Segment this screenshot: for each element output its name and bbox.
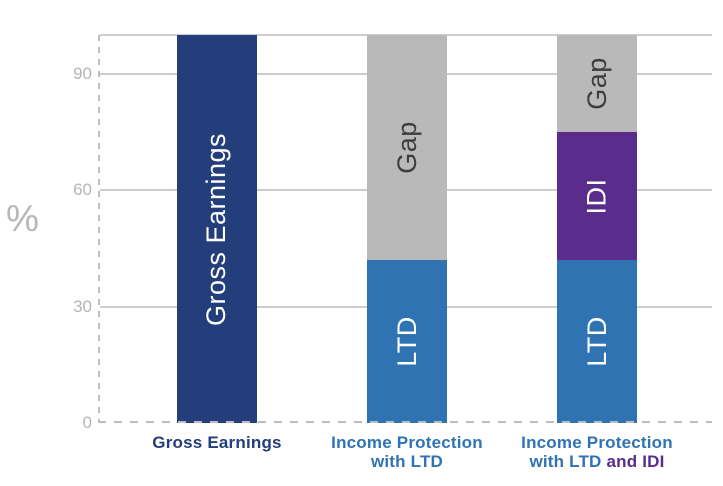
gridline-100: [100, 34, 712, 36]
x-label-part: Gross Earnings: [152, 433, 282, 452]
plot-area: Gross Earnings LTD Gap LTD IDI Gap: [100, 34, 712, 423]
y-tick-60: 60: [73, 180, 92, 200]
x-label-1: Gross Earnings: [107, 433, 327, 452]
x-label-3: Income Protection with LTD and IDI: [487, 433, 707, 471]
bar-segment-label: Gap: [391, 121, 422, 174]
x-label-part: Income Protection: [331, 433, 483, 452]
bar-segment-label: Gap: [581, 57, 612, 110]
bar-segment-gap: Gap: [367, 35, 447, 261]
x-label-2: Income Protection with LTD: [297, 433, 517, 471]
y-axis-dashed-line: [98, 35, 100, 423]
x-axis-labels: Gross Earnings Income Protection with LTD I…: [0, 433, 723, 481]
bar-segment-idi: IDI: [557, 132, 637, 261]
x-label-part: Income Protection: [521, 433, 673, 452]
x-label-line: with LTD: [297, 452, 517, 471]
bar-income-protection-with-ltd: LTD Gap: [367, 35, 447, 423]
y-tick-0: 0: [82, 413, 92, 432]
bar-segment-ltd: LTD: [557, 260, 637, 423]
x-label-part: and IDI: [606, 452, 665, 471]
x-label-part: with LTD: [529, 452, 607, 471]
x-label-line: Gross Earnings: [107, 433, 327, 452]
x-label-part: with LTD: [370, 452, 444, 471]
x-label-line: with LTD and IDI: [487, 452, 707, 471]
x-label-line: Income Protection: [487, 433, 707, 452]
zero-baseline-dashed-line: [98, 421, 712, 423]
bar-income-protection-with-ltd-and-idi: LTD IDI Gap: [557, 35, 637, 423]
bar-segment-label: LTD: [581, 316, 612, 367]
bar-segment-label: IDI: [581, 178, 612, 215]
y-tick-30: 30: [73, 296, 92, 316]
bar-gross-earnings: Gross Earnings: [177, 35, 257, 423]
bar-segment-gross-earnings: Gross Earnings: [177, 35, 257, 423]
bar-segment-label: Gross Earnings: [201, 132, 232, 326]
bar-segment-label: LTD: [391, 316, 422, 367]
y-tick-90: 90: [73, 63, 92, 83]
x-label-line: Income Protection: [297, 433, 517, 452]
bar-segment-ltd: LTD: [367, 260, 447, 423]
y-axis-unit-label: %: [6, 198, 39, 239]
bar-segment-gap: Gap: [557, 35, 637, 133]
